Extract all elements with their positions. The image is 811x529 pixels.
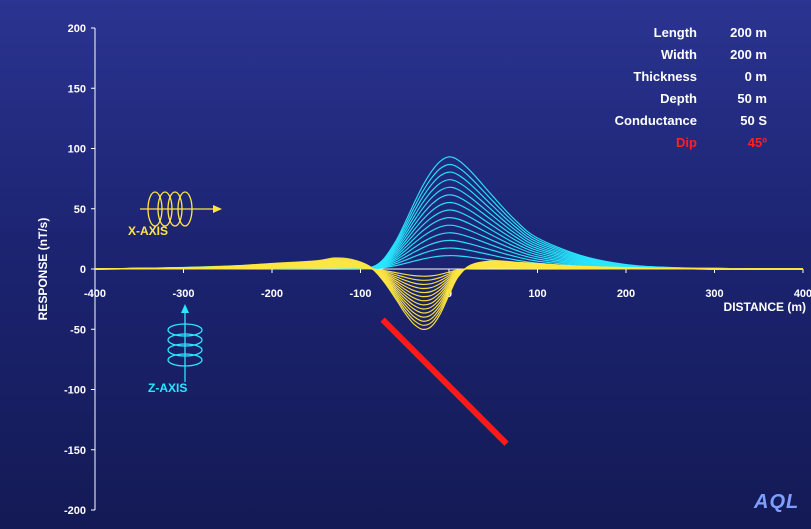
param-row-length: Length 200 m: [590, 22, 790, 44]
param-label: Length: [653, 25, 697, 40]
z-axis-response-curve: [94, 194, 804, 270]
x-coil-loop: [157, 191, 173, 227]
x-coil-arrow: [213, 205, 222, 213]
z-axis-response-curve: [94, 186, 804, 270]
x-tick-label: 300: [705, 288, 723, 300]
y-tick-label: -50: [70, 324, 86, 336]
x-tick-label: -100: [349, 288, 371, 300]
param-row-conductance: Conductance 50 S: [590, 110, 790, 132]
y-tick-label: 100: [68, 144, 86, 156]
param-row-depth: Depth 50 m: [590, 88, 790, 110]
y-tick-label: 200: [68, 23, 86, 35]
y-tick-label: 50: [74, 204, 86, 216]
x-coil-loop: [167, 191, 183, 227]
param-row-thickness: Thickness 0 m: [590, 66, 790, 88]
param-value: 45º: [747, 135, 767, 150]
z-coil-arrow: [181, 304, 189, 313]
y-tick-label: -100: [64, 385, 86, 397]
z-axis-coil-label: Z-AXIS: [148, 381, 188, 395]
y-tick-label: -150: [64, 445, 86, 457]
y-axis-title: RESPONSE (nT/s): [36, 218, 50, 321]
x-tick-label: 200: [617, 288, 635, 300]
x-tick-label: 100: [528, 288, 546, 300]
param-label: Conductance: [614, 113, 697, 128]
x-axis-response-curve: [94, 257, 803, 330]
z-coil-loop: [167, 343, 203, 357]
aql-logo: AQL: [754, 491, 800, 513]
param-value: 0 m: [744, 69, 767, 84]
x-tick-label: 400: [794, 288, 811, 300]
z-coil-loop: [167, 353, 203, 367]
z-axis-response-curve: [94, 209, 804, 270]
param-value: 200 m: [730, 47, 767, 62]
z-axis-response-curve: [94, 156, 804, 270]
param-label: Thickness: [633, 69, 697, 84]
x-tick-label: -300: [172, 288, 194, 300]
param-value: 50 m: [737, 91, 767, 106]
param-value: 200 m: [730, 25, 767, 40]
z-coil-loop: [167, 323, 203, 337]
x-tick-label: -200: [261, 288, 283, 300]
z-coil-loop: [167, 333, 203, 347]
param-value: 50 S: [740, 113, 767, 128]
x-axis-coil-label: X-AXIS: [128, 224, 169, 238]
z-axis-response-curve: [94, 247, 803, 270]
z-axis-response-curve: [94, 224, 803, 270]
z-axis-response-curve: [94, 171, 804, 270]
param-label: Width: [661, 47, 697, 62]
y-tick-label: -200: [64, 505, 86, 517]
z-axis-response-curve: [94, 239, 803, 270]
x-coil-loop: [177, 191, 193, 227]
z-axis-response-curve: [94, 232, 803, 270]
model-parameters-panel: Length 200 m Width 200 m Thickness 0 m D…: [590, 22, 790, 154]
x-coil-loop: [147, 191, 163, 227]
y-tick-label: 0: [80, 264, 86, 276]
x-tick-label: -400: [84, 288, 106, 300]
x-axis-title: DISTANCE (m): [724, 300, 806, 314]
param-label: Depth: [660, 91, 697, 106]
param-label: Dip: [676, 135, 697, 150]
z-axis-response-curve: [94, 201, 804, 270]
param-row-dip: Dip 45º: [590, 132, 790, 154]
dipping-plate-marker: [380, 317, 509, 446]
y-tick-label: 150: [68, 83, 86, 95]
param-row-width: Width 200 m: [590, 44, 790, 66]
